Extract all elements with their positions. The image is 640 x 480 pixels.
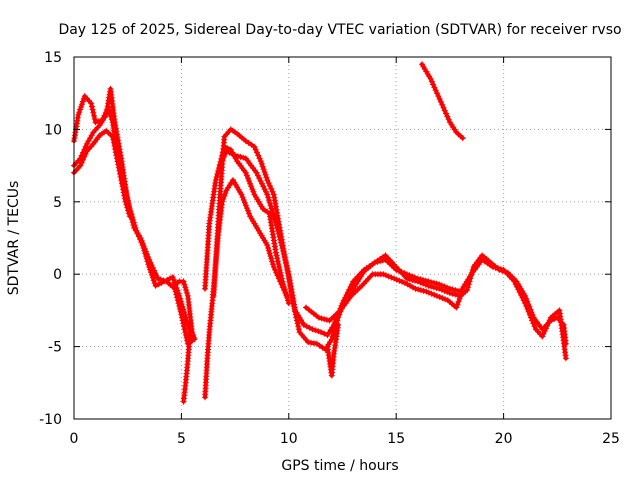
grid-lines [74,57,611,419]
y-tick-label: 0 [53,267,62,283]
series-track-j [303,271,464,324]
y-tick-label: 5 [53,195,62,211]
x-tick-label: 25 [602,431,620,447]
data-series [71,61,569,405]
series-markers [324,321,342,379]
series-line [211,127,568,352]
plot-frame [73,56,612,420]
chart-title: Day 125 of 2025, Sidereal Day-to-day VTE… [58,22,621,38]
x-tick-label: 10 [280,431,298,447]
x-axis-label: GPS time / hours [281,458,398,474]
series-track-b [71,85,198,347]
x-tick-label: 15 [387,431,405,447]
series-markers [217,148,569,362]
series-markers [180,329,193,405]
x-tick-labels: 0 5 10 15 20 25 [70,431,620,447]
x-tick-label: 20 [495,431,513,447]
x-tick-label: 0 [70,431,79,447]
y-tick-label: 10 [44,122,62,138]
x-tick-label: 5 [177,431,186,447]
y-tick-label: 15 [44,50,62,66]
series-track-k [324,321,342,379]
y-tick-label: -10 [39,412,62,428]
series-track-i [217,148,569,362]
y-axis-label: SDTVAR / TECUs [6,181,22,296]
y-tick-label: -5 [48,340,62,356]
series-markers [303,271,464,324]
series-track-l [419,61,466,142]
axis-ticks [73,56,612,420]
series-track-e [180,329,193,405]
y-tick-labels: -10 -5 0 5 10 15 [39,50,62,428]
series-markers [419,61,466,142]
